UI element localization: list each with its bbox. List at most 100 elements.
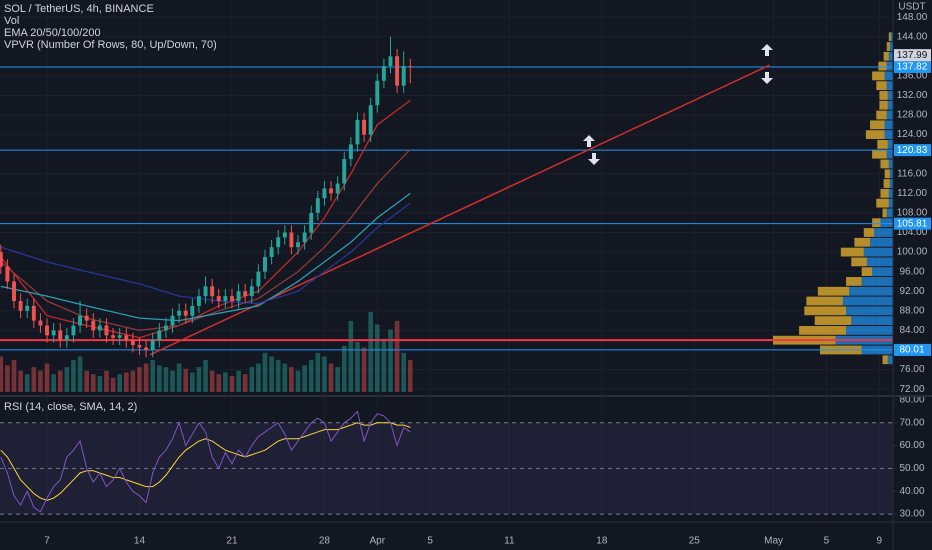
- volume-bar: [394, 320, 400, 392]
- candle-body: [368, 105, 373, 135]
- volume-bar: [190, 372, 195, 392]
- y-tick-label: 128.00: [897, 110, 928, 121]
- y-tick-label: 132.00: [897, 90, 928, 101]
- profile-up: [846, 325, 893, 335]
- y-tick-label: 104.00: [897, 227, 928, 238]
- last-price-box: [894, 49, 931, 62]
- x-tick-label: 11: [504, 536, 515, 547]
- candle-body: [177, 310, 182, 316]
- volume-bar: [302, 365, 307, 392]
- profile-down: [854, 237, 871, 247]
- candle-body: [130, 340, 135, 346]
- profile-up: [866, 257, 893, 267]
- profile-up: [846, 306, 893, 316]
- volume-bar: [315, 352, 321, 392]
- candle-body: [137, 345, 142, 348]
- profile-down: [884, 169, 890, 179]
- x-tick-label: 18: [596, 536, 608, 547]
- volume-bar: [401, 352, 407, 392]
- volume-bar: [407, 360, 413, 392]
- down-arrow: [761, 72, 773, 84]
- candle-body: [12, 281, 16, 302]
- chart-title: SOL / TetherUS, 4h, BINANCE: [4, 3, 154, 15]
- profile-up: [886, 110, 893, 120]
- rsi-title: RSI (14, close, SMA, 14, 2): [4, 401, 137, 413]
- profile-down: [876, 81, 887, 91]
- profile-up: [886, 208, 893, 218]
- price-label-box: [894, 60, 931, 73]
- candle-body: [395, 56, 400, 86]
- profile-down: [870, 120, 885, 130]
- x-tick-label: 14: [134, 536, 146, 547]
- last-price-label: 137.99: [897, 50, 928, 61]
- volume-bar: [11, 360, 17, 392]
- volume-bar: [223, 372, 228, 392]
- volume-bar: [196, 367, 202, 392]
- profile-up: [874, 228, 893, 237]
- volume-bar: [216, 374, 222, 392]
- candle-body: [117, 335, 122, 338]
- y-tick-label: 100.00: [897, 247, 928, 258]
- profile-down: [882, 208, 887, 218]
- profile-down: [861, 267, 873, 277]
- profile-up: [889, 42, 893, 51]
- profile-up: [870, 237, 893, 247]
- profile-up: [849, 286, 893, 296]
- candle-body: [276, 237, 281, 248]
- y-tick-label: 116.00: [897, 168, 927, 179]
- profile-up: [888, 188, 893, 198]
- candle-body: [289, 232, 294, 248]
- rsi-tick-label: 70.00: [899, 417, 924, 428]
- price-label: 105.81: [897, 218, 928, 229]
- candle-body: [97, 325, 102, 331]
- candle-body: [163, 325, 168, 331]
- candle-body: [25, 305, 30, 311]
- volume-bar: [374, 324, 380, 392]
- profile-down: [883, 179, 890, 188]
- currency-label: USDT: [898, 2, 925, 13]
- candle-body: [183, 310, 188, 316]
- candle-body: [408, 66, 413, 68]
- rsi-tick-label: 30.00: [899, 509, 924, 520]
- profile-down: [872, 71, 885, 81]
- candle-body: [196, 296, 201, 306]
- volume-bar: [110, 377, 116, 392]
- candle-body: [18, 301, 23, 311]
- volume-bar: [229, 376, 235, 392]
- candle-body: [0, 252, 3, 267]
- volume-bar: [368, 312, 373, 392]
- volume-bar: [295, 370, 301, 392]
- candle-body: [309, 212, 314, 233]
- profile-down: [880, 188, 889, 198]
- volume-bar: [269, 356, 274, 392]
- x-tick-label: 25: [689, 536, 701, 547]
- profile-down: [877, 139, 888, 149]
- profile-down: [863, 228, 875, 237]
- rsi-tick-label: 40.00: [899, 486, 924, 497]
- candle-body: [375, 80, 380, 106]
- indicator-label: Vol: [4, 15, 19, 27]
- volume-bar: [24, 374, 30, 392]
- profile-down: [876, 110, 887, 120]
- profile-up: [886, 61, 893, 71]
- profile-up: [888, 51, 893, 61]
- volume-bar: [176, 363, 182, 392]
- volume-bar: [282, 363, 288, 392]
- profile-down: [846, 277, 862, 286]
- price-label-box: [894, 217, 931, 230]
- profile-up: [884, 120, 893, 130]
- x-tick-label: 21: [226, 536, 238, 547]
- profile-down: [804, 306, 847, 316]
- volume-bar: [242, 374, 248, 392]
- y-tick-label: 96.00: [899, 266, 924, 277]
- candle-body: [71, 325, 76, 336]
- volume-bar: [143, 363, 149, 392]
- profile-down: [799, 325, 847, 335]
- volume-bar: [150, 360, 156, 392]
- rsi-tick-label: 80.00: [899, 395, 924, 406]
- rsi-tick-label: 50.00: [899, 463, 924, 474]
- x-tick-label: May: [764, 536, 783, 547]
- volume-bar: [322, 356, 327, 392]
